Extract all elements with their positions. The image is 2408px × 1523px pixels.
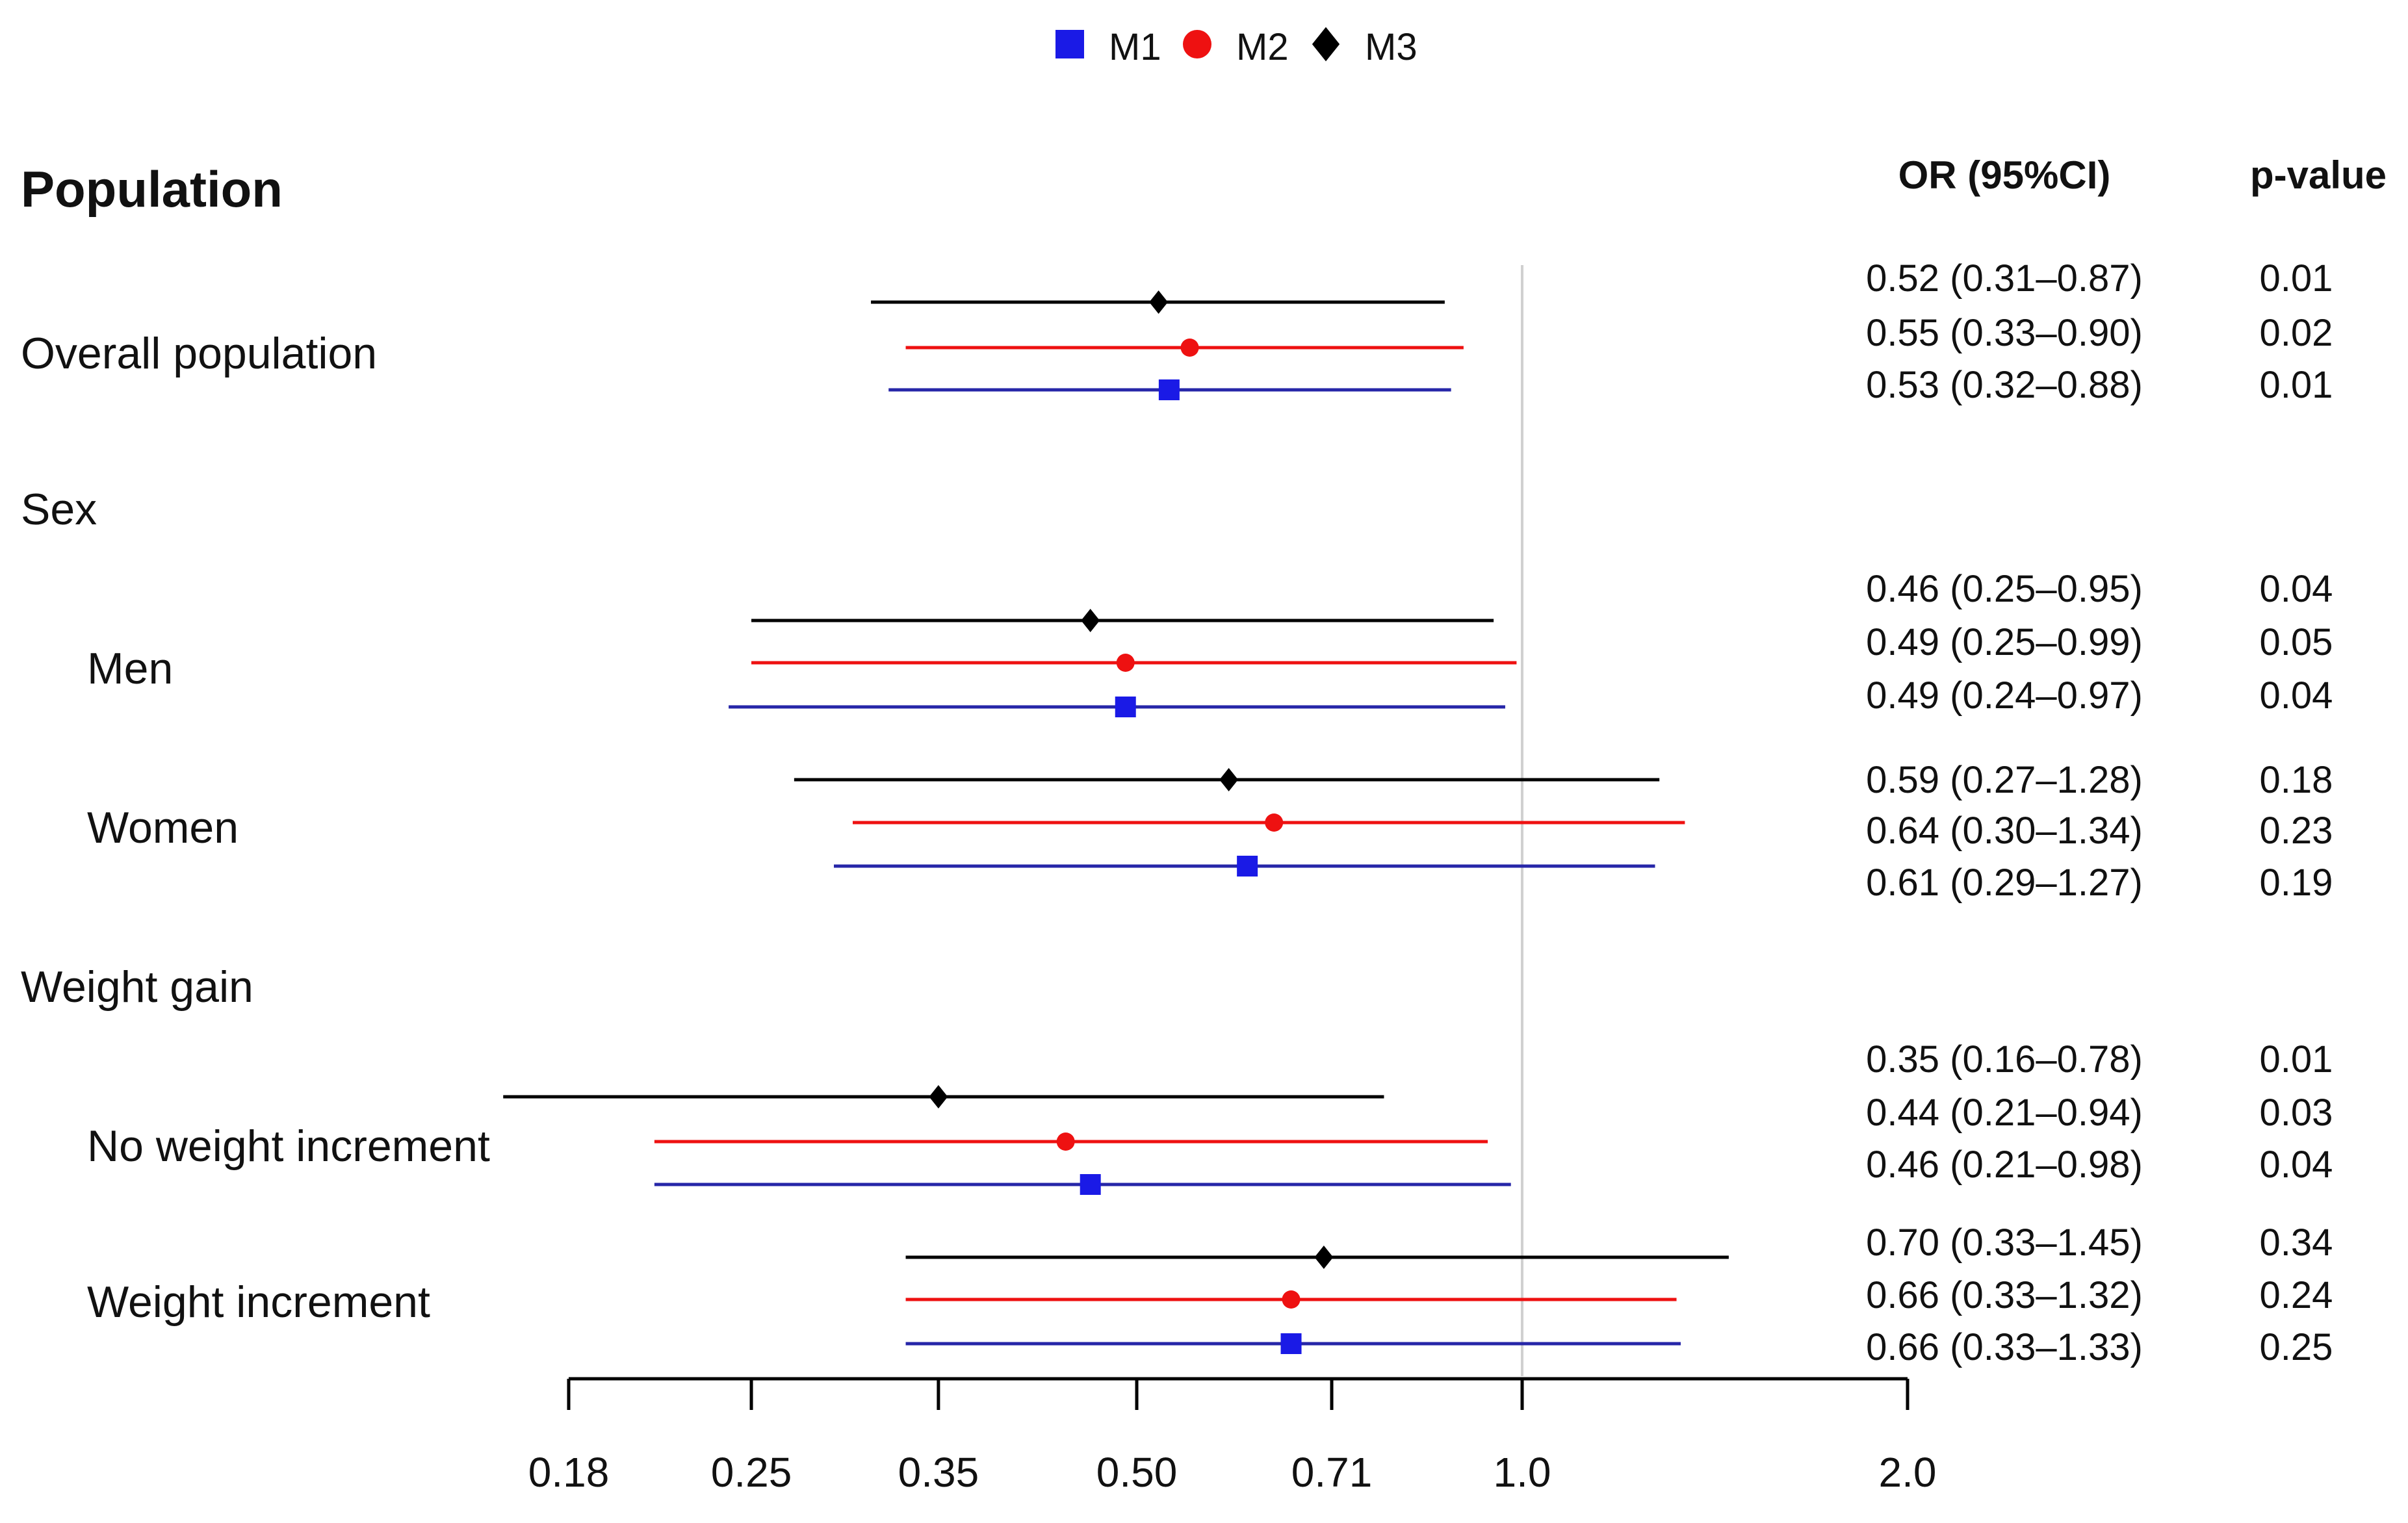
row-label-sex: Sex bbox=[21, 485, 97, 534]
estimate-women-m1: 0.61 (0.29–1.27) 0.19 bbox=[834, 856, 2333, 904]
point-m2 bbox=[1265, 813, 1284, 832]
point-m1 bbox=[1158, 379, 1180, 400]
p-value-header: p-value bbox=[2250, 153, 2387, 197]
estimate-weight-increment-m1: 0.66 (0.33–1.33) 0.25 bbox=[905, 1326, 2333, 1368]
row-weight-gain: Weight gain bbox=[21, 962, 253, 1012]
estimate-overall-population-m3: 0.52 (0.31–0.87) 0.01 bbox=[871, 257, 2333, 314]
x-tick-label: 0.35 bbox=[898, 1449, 979, 1496]
p-value-text-m3: 0.18 bbox=[2260, 759, 2333, 801]
x-axis: 0.18 0.25 0.35 0.50 0.71 1.0 2.0 bbox=[528, 1377, 1937, 1496]
legend-marker-m1 bbox=[1055, 30, 1084, 58]
or-ci-text-m2: 0.64 (0.30–1.34) bbox=[1866, 810, 2143, 852]
x-tick-label: 2.0 bbox=[1879, 1449, 1937, 1496]
p-value-text-m3: 0.01 bbox=[2260, 1038, 2333, 1081]
estimate-men-m1: 0.49 (0.24–0.97) 0.04 bbox=[729, 674, 2333, 717]
legend-entry-m2: M2 bbox=[1183, 26, 1289, 68]
point-m3 bbox=[1314, 1246, 1334, 1269]
or-ci-text-m3: 0.70 (0.33–1.45) bbox=[1866, 1222, 2143, 1264]
x-tick-label: 0.25 bbox=[711, 1449, 792, 1496]
p-value-text-m2: 0.24 bbox=[2260, 1274, 2333, 1316]
row-women: Women 0.59 (0.27–1.28) 0.18 0.64 (0.30–1.34… bbox=[87, 759, 2333, 904]
point-m1 bbox=[1237, 856, 1258, 877]
p-value-text-m1: 0.04 bbox=[2260, 674, 2333, 717]
point-m1 bbox=[1115, 697, 1136, 717]
or-ci-text-m1: 0.49 (0.24–0.97) bbox=[1866, 674, 2143, 717]
p-value-text-m1: 0.01 bbox=[2260, 364, 2333, 406]
legend-entry-m3: M3 bbox=[1312, 26, 1418, 68]
row-label-weight-gain: Weight gain bbox=[21, 962, 253, 1012]
x-tick-label: 0.50 bbox=[1096, 1449, 1178, 1496]
legend: M1 M2 M3 bbox=[1055, 26, 1418, 68]
legend-marker-m2 bbox=[1183, 30, 1211, 58]
point-m1 bbox=[1080, 1174, 1101, 1195]
row-label-women: Women bbox=[87, 803, 239, 852]
point-m3 bbox=[1149, 290, 1168, 314]
x-tick-label: 1.0 bbox=[1494, 1449, 1551, 1496]
estimate-no-weight-increment-m2: 0.44 (0.21–0.94) 0.03 bbox=[654, 1092, 2333, 1151]
p-value-text-m3: 0.01 bbox=[2260, 257, 2333, 300]
estimate-women-m3: 0.59 (0.27–1.28) 0.18 bbox=[794, 759, 2333, 801]
estimate-women-m2: 0.64 (0.30–1.34) 0.23 bbox=[853, 810, 2333, 852]
or-ci-text-m1: 0.46 (0.21–0.98) bbox=[1866, 1144, 2143, 1186]
or-ci-text-m2: 0.66 (0.33–1.32) bbox=[1866, 1274, 2143, 1316]
or-ci-text-m3: 0.52 (0.31–0.87) bbox=[1866, 257, 2143, 300]
row-weight-increment: Weight increment 0.70 (0.33–1.45) 0.34 0.66… bbox=[87, 1222, 2333, 1368]
point-m1 bbox=[1280, 1333, 1302, 1354]
or-ci-text-m1: 0.61 (0.29–1.27) bbox=[1866, 862, 2143, 904]
or-ci-text-m2: 0.44 (0.21–0.94) bbox=[1866, 1092, 2143, 1134]
p-value-text-m3: 0.04 bbox=[2260, 568, 2333, 610]
p-value-text-m3: 0.34 bbox=[2260, 1222, 2333, 1264]
point-m2 bbox=[1180, 339, 1199, 357]
row-label-overall-population: Overall population bbox=[21, 329, 377, 378]
p-value-text-m2: 0.05 bbox=[2260, 621, 2333, 663]
legend-label-m1: M1 bbox=[1109, 26, 1161, 68]
point-m3 bbox=[1081, 609, 1100, 632]
legend-marker-m3 bbox=[1312, 27, 1340, 62]
legend-label-m3: M3 bbox=[1365, 26, 1418, 68]
or-ci-text-m2: 0.55 (0.33–0.90) bbox=[1866, 312, 2143, 354]
p-value-text-m1: 0.19 bbox=[2260, 862, 2333, 904]
table-headers: Population OR (95%CI) p-value bbox=[21, 153, 2387, 218]
point-m2 bbox=[1282, 1290, 1301, 1309]
estimate-no-weight-increment-m3: 0.35 (0.16–0.78) 0.01 bbox=[503, 1038, 2333, 1108]
row-label-weight-increment: Weight increment bbox=[87, 1277, 430, 1327]
point-m3 bbox=[1219, 768, 1239, 791]
estimate-no-weight-increment-m1: 0.46 (0.21–0.98) 0.04 bbox=[654, 1144, 2333, 1195]
legend-entry-m1: M1 bbox=[1055, 26, 1161, 68]
estimate-overall-population-m2: 0.55 (0.33–0.90) 0.02 bbox=[905, 312, 2333, 357]
p-value-text-m2: 0.03 bbox=[2260, 1092, 2333, 1134]
or-ci-header: OR (95%CI) bbox=[1898, 153, 2111, 197]
or-ci-text-m3: 0.35 (0.16–0.78) bbox=[1866, 1038, 2143, 1081]
p-value-text-m2: 0.23 bbox=[2260, 810, 2333, 852]
estimate-men-m3: 0.46 (0.25–0.95) 0.04 bbox=[751, 568, 2333, 632]
estimate-men-m2: 0.49 (0.25–0.99) 0.05 bbox=[751, 621, 2333, 672]
or-ci-text-m1: 0.66 (0.33–1.33) bbox=[1866, 1326, 2143, 1368]
row-label-men: Men bbox=[87, 644, 173, 693]
or-ci-text-m3: 0.46 (0.25–0.95) bbox=[1866, 568, 2143, 610]
or-ci-text-m3: 0.59 (0.27–1.28) bbox=[1866, 759, 2143, 801]
population-header: Population bbox=[21, 160, 283, 218]
p-value-text-m1: 0.25 bbox=[2260, 1326, 2333, 1368]
estimate-overall-population-m1: 0.53 (0.32–0.88) 0.01 bbox=[888, 364, 2333, 406]
estimate-weight-increment-m3: 0.70 (0.33–1.45) 0.34 bbox=[905, 1222, 2333, 1269]
point-m2 bbox=[1116, 654, 1135, 672]
row-sex: Sex bbox=[21, 485, 97, 534]
legend-label-m2: M2 bbox=[1236, 26, 1289, 68]
x-tick-label: 0.71 bbox=[1291, 1449, 1373, 1496]
p-value-text-m2: 0.02 bbox=[2260, 312, 2333, 354]
point-m3 bbox=[929, 1085, 948, 1108]
estimate-weight-increment-m2: 0.66 (0.33–1.32) 0.24 bbox=[905, 1274, 2333, 1316]
point-m2 bbox=[1056, 1133, 1075, 1151]
row-label-no-weight-increment: No weight increment bbox=[87, 1121, 490, 1171]
or-ci-text-m1: 0.53 (0.32–0.88) bbox=[1866, 364, 2143, 406]
p-value-text-m1: 0.04 bbox=[2260, 1144, 2333, 1186]
or-ci-text-m2: 0.49 (0.25–0.99) bbox=[1866, 621, 2143, 663]
x-tick-label: 0.18 bbox=[528, 1449, 610, 1496]
